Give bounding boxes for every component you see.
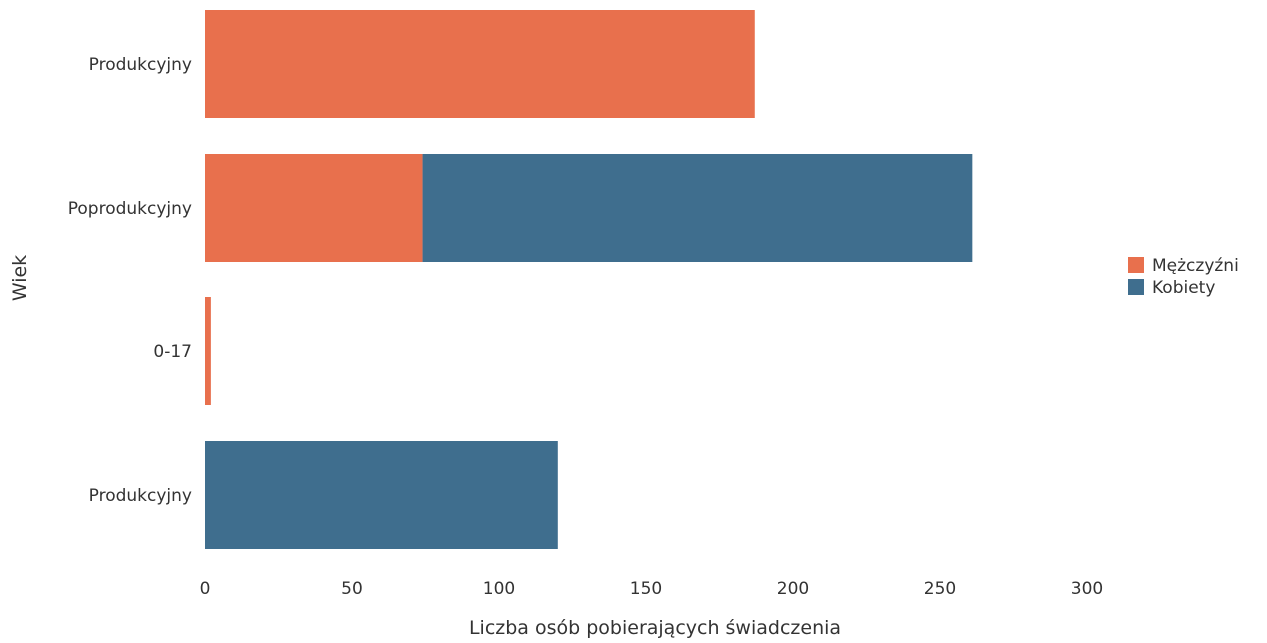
category-label-3: Produkcyjny [89, 486, 192, 506]
bar-men-0 [205, 10, 755, 118]
x-tick-label-0: 0 [200, 579, 211, 599]
category-label-0: Produkcyjny [89, 55, 192, 75]
bar-women-1 [422, 154, 973, 262]
x-tick-label-5: 250 [924, 579, 956, 599]
bar-men-2 [205, 297, 211, 405]
x-axis-title: Liczba osób pobierających świadczenia [469, 617, 841, 639]
x-tick-label-6: 300 [1071, 579, 1103, 599]
x-tick-label-1: 50 [341, 579, 363, 599]
category-label-1: Poprodukcyjny [68, 199, 192, 219]
x-tick-labels: 0 50 100 150 200 250 300 [200, 579, 1104, 599]
y-axis-title: Wiek [9, 255, 31, 301]
legend-label-0: Mężczyźni [1152, 256, 1239, 276]
bar-women-3 [205, 441, 558, 549]
x-tick-label-4: 200 [777, 579, 809, 599]
legend-label-1: Kobiety [1152, 278, 1215, 298]
x-tick-label-3: 150 [630, 579, 662, 599]
legend-swatch-1 [1128, 279, 1144, 295]
bar-men-1 [205, 154, 423, 262]
bars-group [205, 10, 973, 549]
category-label-2: 0-17 [153, 342, 192, 362]
legend-swatch-0 [1128, 257, 1144, 273]
category-labels: Produkcyjny Poprodukcyjny 0-17 Produkcyjny [68, 55, 192, 506]
x-tick-label-2: 100 [483, 579, 515, 599]
